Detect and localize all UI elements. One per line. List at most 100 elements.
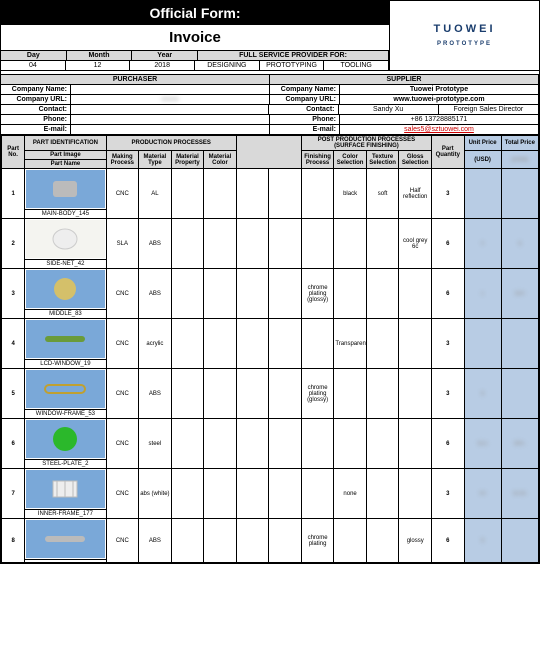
service-tooling: TOOLING: [324, 61, 389, 70]
supplier-header: SUPPLIER: [270, 75, 539, 84]
col-partno: Part No.: [2, 136, 25, 169]
col-fin: Finishing Process: [301, 151, 334, 169]
col-csel: Color Selection: [334, 151, 367, 169]
col-prod: PRODUCTION PROCESSES: [106, 136, 236, 151]
s-email-link[interactable]: sales5@sztuowei.com: [404, 126, 474, 133]
cell-mprop: [171, 419, 204, 469]
cell-qty: 6: [431, 519, 464, 563]
month-header: Month: [67, 51, 133, 60]
email-row: E-mail: E-mail: sales5@sztuowei.com: [1, 125, 539, 135]
cell-tsel: [366, 519, 399, 563]
cell-b2: [269, 369, 302, 419]
cell-mprop: [171, 469, 204, 519]
cell-mcolor: [204, 469, 237, 519]
cell-mtype: acrylic: [139, 319, 172, 369]
part-image: [26, 220, 104, 258]
col-partimg: Part Image: [25, 151, 106, 160]
cell-csel: none: [334, 469, 367, 519]
cell-mtype: AL: [139, 169, 172, 219]
part-image: [26, 520, 104, 558]
cell-making: CNC: [106, 519, 139, 563]
company-url-row: Company URL: xxxxx Company URL: www.tuow…: [1, 95, 539, 105]
s-contact-label: Contact:: [269, 105, 339, 114]
purchaser-header: PURCHASER: [1, 75, 270, 84]
logo-text: TUOWEI PROTOTYPE: [434, 23, 496, 47]
cell-unit: [464, 169, 501, 219]
s-curl-value: www.tuowei-prototype.com: [340, 95, 539, 104]
cell-no: 2: [2, 219, 25, 269]
cell-gsel: [399, 469, 432, 519]
cell-total: $: [501, 219, 538, 269]
table-row: 5WINDOW-FRAME_53CNCABSchrome plating (gl…: [2, 369, 539, 419]
cell-b1: [236, 169, 269, 219]
title-block: Official Form: Invoice Day Month Year FU…: [1, 1, 389, 71]
cell-csel: [334, 219, 367, 269]
cell-b1: [236, 319, 269, 369]
table-row: 8CNCABSchrome platingglossy6$: [2, 519, 539, 563]
s-curl-label: Company URL:: [270, 95, 340, 104]
cell-mprop: [171, 219, 204, 269]
cell-fin: [301, 169, 334, 219]
col-mcolor: Material Color: [204, 151, 237, 169]
cell-no: 4: [2, 319, 25, 369]
cell-b1: [236, 369, 269, 419]
cell-unit: 0: [464, 219, 501, 269]
header: Official Form: Invoice Day Month Year FU…: [1, 1, 539, 71]
cell-qty: 3: [431, 169, 464, 219]
cell-mprop: [171, 319, 204, 369]
s-contact-role: Foreign Sales Director: [439, 105, 539, 114]
cell-gsel: [399, 269, 432, 319]
table-row: 3MIDDLE_83CNCABSchrome plating (glossy)6…: [2, 269, 539, 319]
cell-b2: [269, 169, 302, 219]
cell-mcolor: [204, 269, 237, 319]
cell-part: [25, 519, 106, 563]
cell-mtype: ABS: [139, 269, 172, 319]
table-head: Part No. PART IDENTIFICATION PRODUCTION …: [2, 136, 539, 169]
year-header: Year: [132, 51, 198, 60]
p-cname-value: [71, 85, 270, 94]
cell-csel: [334, 519, 367, 563]
cell-part: WINDOW-FRAME_53: [25, 369, 106, 419]
date-header-row: Day Month Year FULL SERVICE PROVIDER FOR…: [1, 51, 389, 61]
cell-part: LCD-WINDOW_19: [25, 319, 106, 369]
cell-fin: chrome plating (glossy): [301, 369, 334, 419]
cell-no: 8: [2, 519, 25, 563]
col-post-l2: (SURFACE FINISHING): [303, 143, 430, 149]
cell-part: STEEL-PLATE_2: [25, 419, 106, 469]
logo-sub: PROTOTYPE: [437, 41, 492, 47]
cell-csel: [334, 369, 367, 419]
cell-mtype: steel: [139, 419, 172, 469]
cell-no: 7: [2, 469, 25, 519]
cell-part: MIDDLE_83: [25, 269, 106, 319]
phone-row: Phone: Phone: +86 13728885171: [1, 115, 539, 125]
cell-mcolor: [204, 319, 237, 369]
cell-fin: [301, 319, 334, 369]
col-qty: Part Quantity: [431, 136, 464, 169]
cell-tsel: [366, 269, 399, 319]
part-name: LCD-WINDOW_19: [25, 359, 105, 368]
cell-fin: [301, 469, 334, 519]
day-header: Day: [1, 51, 67, 60]
p-phone-label: Phone:: [1, 115, 71, 124]
col-mprop: Material Property: [171, 151, 204, 169]
redacted-usd: (USD): [512, 157, 529, 163]
cell-fin: [301, 219, 334, 269]
cell-total: [501, 519, 538, 563]
cell-b1: [236, 469, 269, 519]
part-image: [26, 320, 104, 358]
service-prototyping: PROTOTYPING: [260, 61, 325, 70]
col-partname: Part Name: [25, 160, 106, 169]
cell-total: [501, 319, 538, 369]
cell-qty: 6: [431, 419, 464, 469]
cell-total: $30: [501, 269, 538, 319]
cell-b1: [236, 519, 269, 563]
cell-mcolor: [204, 369, 237, 419]
full-service-header: FULL SERVICE PROVIDER FOR:: [198, 51, 389, 60]
parts-table: Part No. PART IDENTIFICATION PRODUCTION …: [1, 135, 539, 563]
cell-gsel: [399, 319, 432, 369]
cell-no: 3: [2, 269, 25, 319]
col-usd2: (USD): [501, 151, 538, 169]
logo-main: TUOWEI: [434, 23, 496, 35]
date-value-row: 04 12 2018 DESIGNING PROTOTYPING TOOLING: [1, 61, 389, 71]
cell-tsel: [366, 469, 399, 519]
